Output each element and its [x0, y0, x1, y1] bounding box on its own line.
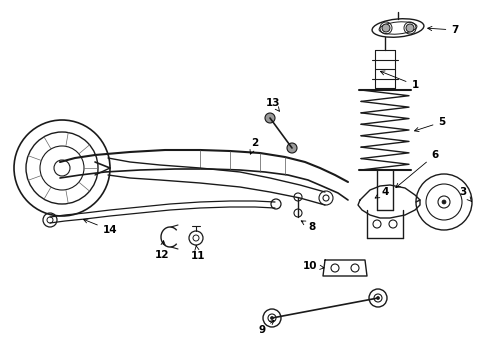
Text: 4: 4 — [375, 187, 389, 198]
Circle shape — [442, 200, 446, 204]
Text: 8: 8 — [301, 221, 316, 232]
Text: 9: 9 — [258, 320, 274, 335]
Circle shape — [376, 297, 379, 300]
Text: 2: 2 — [250, 138, 259, 154]
Text: 13: 13 — [266, 98, 280, 111]
Circle shape — [382, 24, 390, 32]
Text: 10: 10 — [303, 261, 324, 271]
Text: 5: 5 — [415, 117, 445, 131]
Text: 3: 3 — [459, 187, 471, 202]
Circle shape — [265, 113, 275, 123]
Text: 14: 14 — [83, 219, 117, 235]
Text: 1: 1 — [380, 71, 418, 90]
Text: 6: 6 — [396, 150, 439, 188]
Circle shape — [406, 24, 414, 32]
Circle shape — [287, 143, 297, 153]
Text: 11: 11 — [191, 246, 205, 261]
Text: 12: 12 — [155, 241, 169, 260]
Text: 7: 7 — [428, 25, 459, 35]
Circle shape — [270, 316, 273, 320]
